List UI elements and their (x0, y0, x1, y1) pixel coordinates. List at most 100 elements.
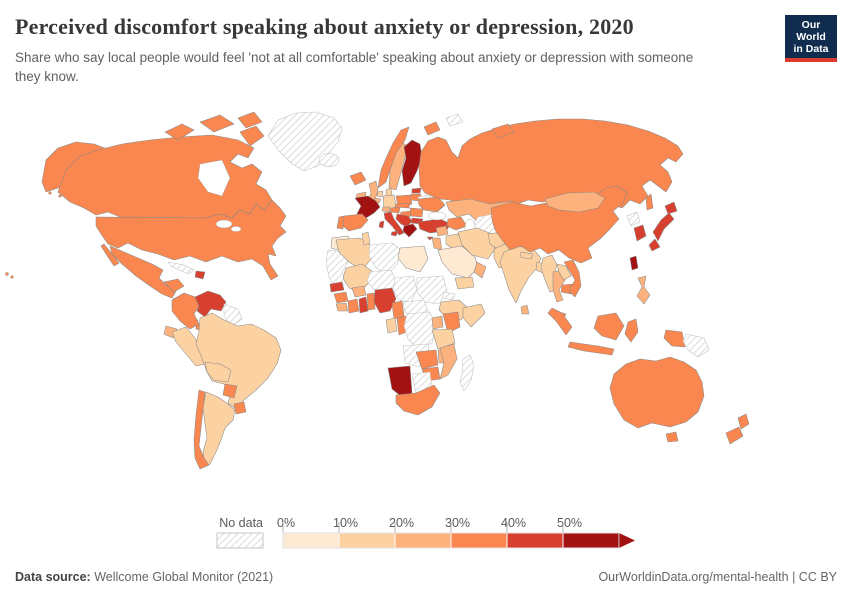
country-canada-islands[interactable] (237, 111, 263, 129)
legend-bin-3[interactable] (450, 532, 508, 549)
country-sicily[interactable] (390, 230, 399, 237)
country-sri-lanka[interactable] (520, 304, 530, 315)
country-novaya-zemlya[interactable] (423, 121, 441, 136)
country-caucasus[interactable] (446, 216, 468, 231)
country-mongolia[interactable] (544, 191, 606, 213)
country-zambia[interactable] (415, 349, 439, 370)
country-oman[interactable] (473, 261, 487, 279)
country-senegal[interactable] (329, 281, 345, 293)
country-laos[interactable] (556, 263, 572, 281)
country-finland[interactable] (401, 139, 423, 187)
country-algeria[interactable] (335, 237, 373, 271)
country-namibia[interactable] (387, 365, 413, 398)
country-greece[interactable] (402, 223, 418, 238)
country-chile[interactable] (193, 389, 210, 470)
country-libya[interactable] (368, 242, 401, 276)
country-paraguay[interactable] (222, 383, 238, 399)
country-cyprus[interactable] (426, 236, 434, 241)
country-south-korea[interactable] (633, 224, 647, 242)
country-guyanas[interactable] (223, 303, 243, 327)
country-australia[interactable] (609, 356, 705, 429)
country-svalbard[interactable] (445, 113, 464, 127)
country-sudan[interactable] (416, 275, 448, 305)
country-sardinia[interactable] (378, 220, 385, 229)
country-north-korea[interactable] (626, 211, 641, 227)
country-madagascar[interactable] (459, 354, 475, 392)
legend-bin-0[interactable] (282, 532, 340, 549)
country-czechia-slovakia[interactable] (394, 202, 411, 209)
country-portugal[interactable] (336, 215, 345, 230)
country-dominican-republic[interactable] (194, 270, 206, 280)
legend-no-data-swatch[interactable] (216, 532, 264, 549)
country-philippines[interactable] (636, 275, 651, 305)
country-hawaii[interactable] (5, 272, 9, 276)
country-venezuela[interactable] (194, 290, 227, 318)
country-nigeria[interactable] (373, 287, 397, 314)
country-eritrea[interactable] (442, 291, 456, 301)
country-egypt[interactable] (397, 245, 429, 273)
country-colombia[interactable] (171, 292, 200, 330)
country-russia[interactable] (418, 118, 684, 209)
country-kenya[interactable] (442, 311, 461, 334)
country-chad[interactable] (392, 275, 418, 303)
country-burkina-faso[interactable] (351, 285, 367, 298)
country-syria[interactable] (435, 225, 449, 237)
country-sakhalin[interactable] (645, 193, 654, 211)
country-france[interactable] (354, 195, 381, 219)
country-aleutians[interactable] (58, 194, 62, 198)
country-south-africa[interactable] (395, 384, 441, 416)
country-hawaii[interactable] (10, 275, 14, 279)
country-romania[interactable] (409, 207, 424, 218)
country-togo-benin[interactable] (366, 292, 376, 311)
country-norway[interactable] (377, 126, 410, 189)
owid-logo[interactable]: Our World in Data (785, 15, 837, 62)
country-yemen[interactable] (454, 276, 475, 290)
country-ivory-coast[interactable] (347, 298, 360, 314)
country-brazil[interactable] (195, 312, 282, 409)
country-iceland[interactable] (349, 171, 367, 186)
country-canada-islands[interactable] (199, 114, 235, 133)
country-sulawesi[interactable] (624, 318, 639, 343)
country-mozambique[interactable] (439, 343, 458, 380)
country-dr-congo[interactable] (403, 311, 437, 350)
country-japan-kyushu[interactable] (648, 238, 661, 252)
country-austria[interactable] (389, 206, 401, 214)
country-japan-hokkaido[interactable] (664, 201, 678, 215)
country-guinea[interactable] (333, 291, 349, 304)
country-uganda[interactable] (431, 315, 444, 330)
country-iran[interactable] (457, 227, 496, 260)
country-canada-islands[interactable] (164, 123, 195, 141)
country-baffin-island[interactable] (239, 125, 265, 147)
country-tanzania[interactable] (431, 328, 456, 350)
country-bolivia[interactable] (204, 361, 232, 383)
country-cuba[interactable] (167, 261, 195, 275)
country-papua-new-guinea[interactable] (682, 333, 710, 358)
country-netherlands[interactable] (376, 190, 384, 198)
country-nepal[interactable] (519, 251, 534, 260)
country-israel-jordan[interactable] (431, 237, 443, 251)
country-baja-california[interactable] (100, 243, 120, 267)
country-uruguay[interactable] (233, 401, 247, 415)
country-gabon[interactable] (385, 317, 398, 334)
country-vietnam[interactable] (563, 259, 582, 298)
country-java[interactable] (567, 341, 615, 356)
owid-link[interactable]: OurWorldinData.org/mental-health (598, 570, 789, 584)
country-argentina[interactable] (202, 391, 236, 467)
country-new-zealand-south[interactable] (725, 426, 744, 445)
legend-bin-2[interactable] (394, 532, 452, 549)
country-west-papua[interactable] (663, 329, 686, 348)
country-estonia[interactable] (411, 187, 422, 194)
country-taiwan[interactable] (629, 255, 639, 271)
country-sierra-leone-liberia[interactable] (335, 302, 349, 312)
country-tunisia[interactable] (361, 231, 371, 246)
country-somalia[interactable] (462, 303, 486, 328)
country-italy[interactable] (383, 211, 405, 236)
country-ghana[interactable] (358, 296, 369, 314)
country-sumatra[interactable] (547, 307, 573, 336)
country-new-zealand-north[interactable] (737, 413, 750, 430)
country-spain[interactable] (341, 213, 369, 232)
legend-bin-1[interactable] (338, 532, 396, 549)
legend-bin-4[interactable] (506, 532, 564, 549)
country-united-states[interactable] (95, 199, 287, 281)
country-denmark[interactable] (385, 187, 393, 197)
